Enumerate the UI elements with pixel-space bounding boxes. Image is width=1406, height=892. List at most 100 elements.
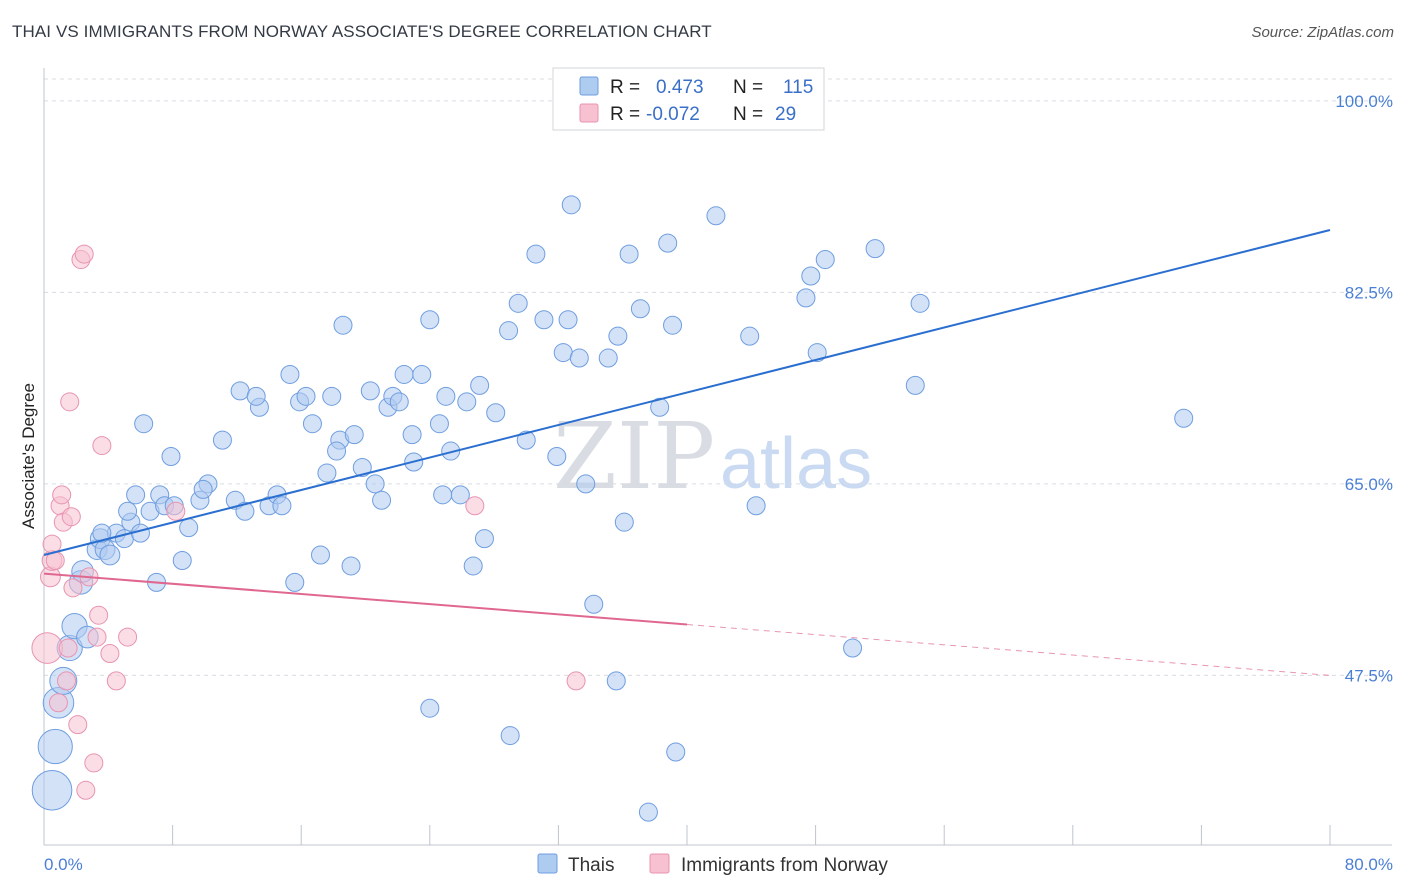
trend-layer xyxy=(43,229,1331,676)
norway-point xyxy=(57,671,77,691)
axis-layer: 47.5% 65.0% 82.5% 100.0% 0.0% 80.0% xyxy=(43,68,1393,874)
thais-point xyxy=(474,529,494,549)
thais-point xyxy=(172,550,192,570)
thais-trend-line xyxy=(43,229,1331,556)
legend-swatch-norway xyxy=(579,103,599,123)
thais-point xyxy=(569,348,589,368)
thais-point xyxy=(500,726,520,746)
thais-point xyxy=(341,556,361,576)
thais-point xyxy=(317,463,337,483)
thais-point xyxy=(553,343,573,363)
thais-point xyxy=(843,638,863,658)
y-tick-label: 47.5% xyxy=(1345,666,1393,685)
thais-point xyxy=(638,802,658,822)
thais-point xyxy=(658,233,678,253)
norway-point xyxy=(68,715,88,735)
norway-point xyxy=(566,671,586,691)
norway-point xyxy=(166,501,186,521)
thais-point xyxy=(663,315,683,335)
thais-point xyxy=(666,742,686,762)
legend-n-value-norway: 29 xyxy=(775,104,796,125)
thais-point xyxy=(161,447,181,467)
norway-point xyxy=(106,671,126,691)
x-tick-label: 0.0% xyxy=(44,855,83,874)
norway-point xyxy=(465,496,485,516)
thais-point xyxy=(296,386,316,406)
y-axis-label: Associate's Degree xyxy=(19,383,38,529)
norway-point xyxy=(60,392,80,412)
thais-point xyxy=(1174,408,1194,428)
thais-point xyxy=(333,315,353,335)
thais-point xyxy=(322,386,342,406)
watermark: ZIP atlas xyxy=(553,403,872,510)
thais-point xyxy=(558,310,578,330)
bottom-legend-swatch-norway xyxy=(649,853,670,874)
norway-point xyxy=(87,627,107,647)
norway-point xyxy=(61,507,81,527)
thais-point xyxy=(801,266,821,286)
thais-point xyxy=(614,512,634,532)
thais-point xyxy=(389,392,409,412)
thais-point xyxy=(486,403,506,423)
top-legend: R = 0.473 N = 115 R = -0.072 N = 29 xyxy=(552,67,825,131)
norway-point xyxy=(89,605,109,625)
thais-point xyxy=(235,501,255,521)
thais-point xyxy=(212,430,232,450)
thais-point xyxy=(441,441,461,461)
thais-point xyxy=(740,326,760,346)
thais-point xyxy=(905,375,925,395)
thais-point xyxy=(352,457,372,477)
thais-point xyxy=(37,728,73,765)
thais-point xyxy=(606,671,626,691)
thais-point xyxy=(285,572,305,592)
bottom-legend: Thais Immigrants from Norway xyxy=(537,853,888,876)
thais-point xyxy=(516,430,536,450)
thais-point xyxy=(436,386,456,406)
thais-point xyxy=(619,244,639,264)
thais-point xyxy=(608,326,628,346)
legend-swatch-thais xyxy=(579,76,599,96)
bottom-legend-swatch-thais xyxy=(537,853,558,874)
thais-point xyxy=(429,414,449,434)
y-tick-label: 100.0% xyxy=(1335,92,1393,111)
legend-r-value-norway: -0.072 xyxy=(646,104,700,125)
thais-point xyxy=(598,348,618,368)
bottom-legend-label-norway: Immigrants from Norway xyxy=(681,855,888,876)
chart-source: Source: ZipAtlas.com xyxy=(1251,24,1394,41)
thais-point xyxy=(99,544,121,566)
watermark-zip: ZIP xyxy=(553,403,715,510)
thais-point xyxy=(302,414,322,434)
thais-point xyxy=(561,195,581,215)
thais-point xyxy=(499,321,519,341)
thais-point xyxy=(92,523,112,543)
norway-point xyxy=(63,578,83,598)
norway-point xyxy=(76,780,96,800)
legend-n-value-thais: 115 xyxy=(783,77,813,98)
thais-point xyxy=(650,397,670,417)
thais-point xyxy=(126,485,146,505)
points-layer xyxy=(31,195,1194,822)
thais-point xyxy=(433,485,453,505)
watermark-atlas: atlas xyxy=(720,424,872,504)
thais-point xyxy=(193,479,213,499)
y-tick-label: 82.5% xyxy=(1345,283,1393,302)
norway-point xyxy=(118,627,138,647)
thais-point xyxy=(402,425,422,445)
thais-point xyxy=(31,769,73,811)
thais-point xyxy=(230,381,250,401)
y-tick-label: 65.0% xyxy=(1345,475,1393,494)
thais-point xyxy=(576,474,596,494)
thais-point xyxy=(746,496,766,516)
norway-point xyxy=(58,638,78,658)
thais-point xyxy=(394,364,414,384)
norway-trend-line-dashed xyxy=(686,624,1331,676)
thais-point xyxy=(457,392,477,412)
thais-point xyxy=(865,239,885,259)
thais-point xyxy=(630,299,650,319)
thais-point xyxy=(547,447,567,467)
thais-point xyxy=(796,288,816,308)
thais-point xyxy=(360,381,380,401)
norway-point xyxy=(100,644,120,663)
chart-title: THAI VS IMMIGRANTS FROM NORWAY ASSOCIATE… xyxy=(12,22,712,41)
